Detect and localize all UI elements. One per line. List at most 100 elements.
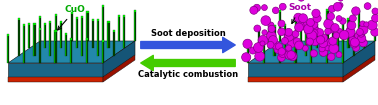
Polygon shape bbox=[102, 40, 103, 63]
Circle shape bbox=[338, 0, 343, 1]
Polygon shape bbox=[107, 21, 108, 48]
Circle shape bbox=[296, 22, 304, 30]
Text: CuO: CuO bbox=[57, 5, 85, 30]
Circle shape bbox=[325, 21, 332, 28]
Circle shape bbox=[339, 31, 347, 39]
Polygon shape bbox=[70, 38, 71, 63]
Circle shape bbox=[352, 7, 360, 15]
Circle shape bbox=[288, 39, 296, 47]
Polygon shape bbox=[321, 33, 323, 56]
Polygon shape bbox=[102, 5, 104, 7]
Polygon shape bbox=[337, 32, 339, 56]
Polygon shape bbox=[7, 34, 9, 36]
Circle shape bbox=[371, 28, 378, 36]
Polygon shape bbox=[91, 19, 94, 21]
Polygon shape bbox=[49, 21, 51, 56]
Polygon shape bbox=[263, 40, 265, 63]
Circle shape bbox=[288, 52, 297, 61]
Circle shape bbox=[287, 51, 295, 59]
Circle shape bbox=[286, 47, 292, 53]
Polygon shape bbox=[87, 11, 88, 13]
Circle shape bbox=[349, 15, 356, 22]
Polygon shape bbox=[374, 11, 376, 13]
Polygon shape bbox=[33, 23, 34, 56]
Polygon shape bbox=[44, 23, 46, 25]
Polygon shape bbox=[326, 42, 327, 63]
Polygon shape bbox=[102, 40, 104, 42]
Polygon shape bbox=[248, 63, 343, 77]
Circle shape bbox=[295, 41, 304, 50]
Circle shape bbox=[298, 0, 305, 1]
Polygon shape bbox=[311, 22, 313, 24]
Circle shape bbox=[285, 28, 293, 36]
Polygon shape bbox=[279, 10, 281, 41]
Polygon shape bbox=[33, 23, 36, 56]
Circle shape bbox=[243, 39, 252, 49]
Polygon shape bbox=[321, 33, 323, 35]
Polygon shape bbox=[284, 24, 286, 26]
Polygon shape bbox=[294, 41, 297, 63]
Polygon shape bbox=[44, 23, 46, 48]
FancyArrowPatch shape bbox=[141, 55, 235, 71]
Polygon shape bbox=[316, 24, 318, 48]
Circle shape bbox=[316, 36, 325, 44]
Polygon shape bbox=[65, 33, 67, 35]
Circle shape bbox=[278, 28, 285, 36]
Circle shape bbox=[319, 34, 328, 42]
Circle shape bbox=[267, 41, 274, 48]
Polygon shape bbox=[39, 28, 41, 63]
Polygon shape bbox=[54, 30, 55, 63]
Polygon shape bbox=[107, 21, 110, 23]
Circle shape bbox=[273, 7, 279, 14]
Polygon shape bbox=[289, 36, 291, 56]
Text: Soot deposition: Soot deposition bbox=[150, 29, 225, 38]
Polygon shape bbox=[247, 44, 249, 63]
Circle shape bbox=[307, 35, 316, 44]
Polygon shape bbox=[347, 18, 348, 48]
Polygon shape bbox=[134, 10, 135, 41]
Polygon shape bbox=[289, 36, 291, 38]
Polygon shape bbox=[118, 15, 120, 41]
Circle shape bbox=[307, 30, 317, 40]
Polygon shape bbox=[300, 26, 301, 48]
Polygon shape bbox=[332, 24, 334, 26]
Polygon shape bbox=[316, 24, 318, 26]
Polygon shape bbox=[71, 12, 73, 14]
Polygon shape bbox=[326, 9, 327, 41]
Circle shape bbox=[295, 23, 304, 32]
Polygon shape bbox=[268, 21, 270, 48]
Polygon shape bbox=[39, 16, 40, 41]
Circle shape bbox=[325, 28, 331, 35]
Circle shape bbox=[293, 38, 301, 45]
Circle shape bbox=[302, 45, 308, 51]
Polygon shape bbox=[279, 45, 281, 47]
Polygon shape bbox=[374, 11, 375, 41]
Polygon shape bbox=[33, 23, 36, 25]
Circle shape bbox=[316, 29, 324, 36]
Circle shape bbox=[359, 25, 368, 34]
Polygon shape bbox=[23, 24, 25, 63]
Polygon shape bbox=[353, 30, 355, 32]
Circle shape bbox=[337, 29, 343, 35]
Polygon shape bbox=[273, 25, 276, 56]
Polygon shape bbox=[76, 17, 78, 19]
Polygon shape bbox=[305, 31, 307, 56]
Polygon shape bbox=[321, 33, 322, 56]
Polygon shape bbox=[326, 42, 328, 63]
Polygon shape bbox=[71, 12, 73, 41]
Polygon shape bbox=[103, 41, 135, 77]
Polygon shape bbox=[294, 41, 297, 43]
Polygon shape bbox=[300, 26, 302, 28]
Polygon shape bbox=[363, 30, 364, 48]
Polygon shape bbox=[353, 30, 355, 56]
Circle shape bbox=[274, 44, 283, 54]
Polygon shape bbox=[134, 10, 136, 41]
Circle shape bbox=[260, 41, 265, 46]
Polygon shape bbox=[284, 24, 285, 48]
Polygon shape bbox=[76, 17, 78, 48]
Circle shape bbox=[268, 25, 275, 32]
Circle shape bbox=[250, 6, 258, 14]
Circle shape bbox=[349, 36, 356, 43]
Circle shape bbox=[309, 20, 318, 29]
Circle shape bbox=[364, 22, 369, 27]
